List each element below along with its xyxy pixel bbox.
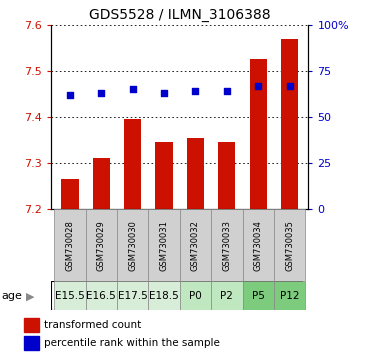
Text: ▶: ▶ <box>26 291 35 301</box>
Bar <box>211 281 242 310</box>
Bar <box>93 158 110 209</box>
Text: E15.5: E15.5 <box>55 291 85 301</box>
Text: P0: P0 <box>189 291 202 301</box>
Text: GSM730031: GSM730031 <box>160 220 169 270</box>
Text: E17.5: E17.5 <box>118 291 147 301</box>
Text: P12: P12 <box>280 291 299 301</box>
Bar <box>61 179 78 209</box>
Bar <box>274 209 305 281</box>
Text: GSM730032: GSM730032 <box>191 220 200 270</box>
Text: GSM730030: GSM730030 <box>128 220 137 270</box>
Bar <box>180 281 211 310</box>
Text: P2: P2 <box>220 291 233 301</box>
Bar <box>250 59 267 209</box>
Bar <box>24 318 39 332</box>
Text: P5: P5 <box>252 291 265 301</box>
Text: E16.5: E16.5 <box>87 291 116 301</box>
Text: percentile rank within the sample: percentile rank within the sample <box>44 338 220 348</box>
Bar <box>180 209 211 281</box>
Point <box>99 90 104 96</box>
Text: E18.5: E18.5 <box>149 291 179 301</box>
Point <box>161 90 167 96</box>
Point <box>192 88 198 94</box>
Bar <box>54 209 86 281</box>
Text: transformed count: transformed count <box>44 320 141 330</box>
Bar <box>117 209 149 281</box>
Point <box>224 88 230 94</box>
Bar <box>281 39 298 209</box>
Bar <box>54 281 86 310</box>
Text: GSM730033: GSM730033 <box>222 219 231 271</box>
Bar <box>211 209 242 281</box>
Bar <box>274 281 305 310</box>
Point <box>287 83 292 88</box>
Bar <box>218 142 235 209</box>
Bar <box>149 281 180 310</box>
Bar <box>86 209 117 281</box>
Bar <box>24 336 39 350</box>
Bar <box>117 281 149 310</box>
Bar <box>242 281 274 310</box>
Bar <box>242 209 274 281</box>
Text: GSM730035: GSM730035 <box>285 220 294 270</box>
Point <box>67 92 73 98</box>
Title: GDS5528 / ILMN_3106388: GDS5528 / ILMN_3106388 <box>89 8 270 22</box>
Text: GSM730029: GSM730029 <box>97 220 106 270</box>
Bar <box>124 119 141 209</box>
Point <box>130 86 136 92</box>
Text: GSM730028: GSM730028 <box>65 220 74 270</box>
Text: GSM730034: GSM730034 <box>254 220 263 270</box>
Point <box>255 83 261 88</box>
Bar <box>86 281 117 310</box>
Bar <box>155 142 173 209</box>
Bar <box>187 137 204 209</box>
Bar <box>149 209 180 281</box>
Text: age: age <box>2 291 23 301</box>
